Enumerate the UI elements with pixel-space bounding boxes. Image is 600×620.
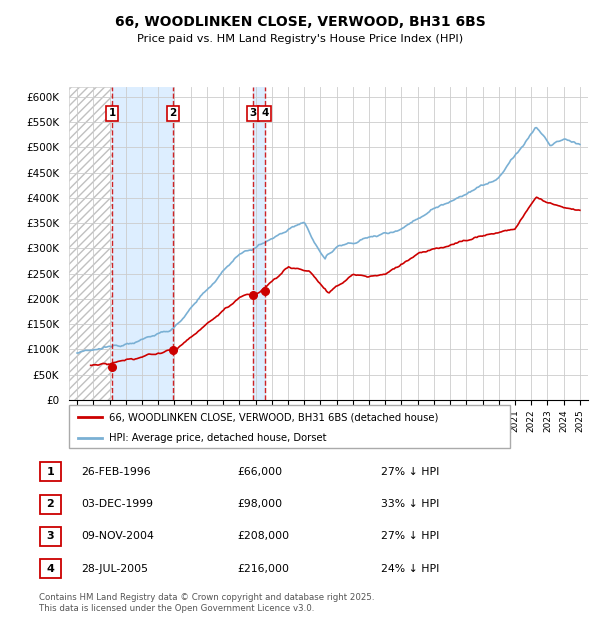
Text: £208,000: £208,000 <box>237 531 289 541</box>
Text: 27% ↓ HPI: 27% ↓ HPI <box>381 467 439 477</box>
Text: 66, WOODLINKEN CLOSE, VERWOOD, BH31 6BS (detached house): 66, WOODLINKEN CLOSE, VERWOOD, BH31 6BS … <box>109 412 438 422</box>
Text: 1: 1 <box>109 108 116 118</box>
Text: £66,000: £66,000 <box>237 467 282 477</box>
Text: 03-DEC-1999: 03-DEC-1999 <box>81 499 153 509</box>
Text: 24% ↓ HPI: 24% ↓ HPI <box>381 564 439 574</box>
Text: Contains HM Land Registry data © Crown copyright and database right 2025.
This d: Contains HM Land Registry data © Crown c… <box>39 593 374 613</box>
Text: 09-NOV-2004: 09-NOV-2004 <box>81 531 154 541</box>
Text: 27% ↓ HPI: 27% ↓ HPI <box>381 531 439 541</box>
Text: 3: 3 <box>250 108 257 118</box>
Text: Price paid vs. HM Land Registry's House Price Index (HPI): Price paid vs. HM Land Registry's House … <box>137 34 463 44</box>
Text: 28-JUL-2005: 28-JUL-2005 <box>81 564 148 574</box>
Bar <box>112 87 173 400</box>
Text: 1: 1 <box>47 467 54 477</box>
Text: 26-FEB-1996: 26-FEB-1996 <box>81 467 151 477</box>
Text: 3: 3 <box>47 531 54 541</box>
Text: 66, WOODLINKEN CLOSE, VERWOOD, BH31 6BS: 66, WOODLINKEN CLOSE, VERWOOD, BH31 6BS <box>115 16 485 30</box>
Text: 33% ↓ HPI: 33% ↓ HPI <box>381 499 439 509</box>
Text: 4: 4 <box>46 564 55 574</box>
Text: £216,000: £216,000 <box>237 564 289 574</box>
Text: £98,000: £98,000 <box>237 499 282 509</box>
Text: 2: 2 <box>47 499 54 509</box>
Text: 4: 4 <box>261 108 268 118</box>
Text: 2: 2 <box>169 108 177 118</box>
Bar <box>253 87 265 400</box>
Text: HPI: Average price, detached house, Dorset: HPI: Average price, detached house, Dors… <box>109 433 326 443</box>
